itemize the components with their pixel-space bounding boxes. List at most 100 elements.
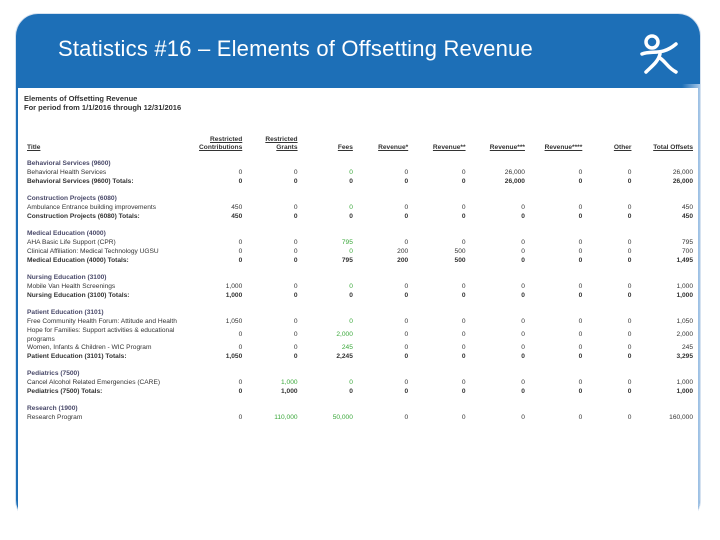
row-value: 500 — [454, 248, 466, 256]
row-value: 0 — [461, 213, 466, 221]
table-row: Behavioral Health Services 0 0 0 0 0 26,000 0 0 2… — [24, 169, 696, 178]
row-value: 0 — [521, 318, 525, 326]
row-value: 0 — [238, 388, 243, 396]
row-value: 0 — [521, 414, 525, 422]
row-label: Clinical Affiliation: Medical Technology… — [27, 248, 159, 256]
row-value: 0 — [461, 353, 466, 361]
row-value: 0 — [521, 379, 525, 387]
row-value: 0 — [521, 292, 525, 300]
row-value: 0 — [293, 353, 298, 361]
row-value: 245 — [681, 344, 693, 352]
row-label: Mobile Van Health Screenings — [27, 283, 116, 291]
row-value: 245 — [341, 344, 353, 352]
table-row: Women, Infants & Children - WIC Program 0… — [24, 344, 696, 353]
row-value: 0 — [521, 257, 525, 265]
table-row: Cancel Alcohol Related Emergencies (CARE… — [24, 379, 696, 388]
row-value: 0 — [238, 169, 243, 177]
column-header: Revenue**** — [544, 144, 583, 151]
row-value: 0 — [238, 248, 243, 256]
stylized-figure-logo-icon — [640, 34, 678, 74]
row-value: 0 — [293, 239, 298, 247]
row-value: 0 — [293, 178, 298, 186]
category-row: Nursing Education (3100) — [24, 268, 696, 283]
row-value: 1,000 — [676, 292, 693, 300]
row-value: 0 — [627, 353, 632, 361]
row-value: 0 — [578, 239, 583, 247]
column-header: Fees — [337, 144, 353, 151]
row-value: 0 — [578, 388, 583, 396]
category-label: Behavioral Services (9600) — [27, 160, 111, 168]
row-value: 0 — [627, 379, 632, 387]
row-value: 0 — [627, 388, 632, 396]
category-row: Behavioral Services (9600) — [24, 154, 696, 169]
row-value: 0 — [293, 204, 298, 212]
row-value: 0 — [238, 379, 243, 387]
row-value: 0 — [293, 283, 298, 291]
row-value: 0 — [521, 353, 525, 361]
row-value: 2,000 — [336, 331, 353, 339]
row-value: 0 — [238, 178, 243, 186]
category-row: Medical Education (4000) — [24, 224, 696, 239]
row-value: 0 — [578, 213, 583, 221]
category-row: Pediatrics (7500) — [24, 364, 696, 379]
row-value: 0 — [578, 353, 583, 361]
row-value: 1,000 — [676, 379, 693, 387]
row-value: 0 — [238, 414, 243, 422]
row-value: 0 — [578, 379, 583, 387]
row-value: 795 — [681, 239, 693, 247]
row-value: 3,295 — [676, 353, 693, 361]
row-label: AHA Basic Life Support (CPR) — [27, 239, 116, 247]
report-period: For period from 1/1/2016 through 12/31/2… — [24, 103, 182, 112]
row-value: 0 — [461, 239, 466, 247]
row-value: 1,050 — [225, 318, 243, 326]
table-row: Research Program 0 110,000 50,000 0 0 0 0 0 160,0… — [24, 414, 696, 423]
row-label: Construction Projects (6080) Totals: — [27, 213, 140, 221]
row-value: 1,495 — [676, 257, 693, 265]
total-row: Pediatrics (7500) Totals: 0 1,000 0 0 0 0 0 0 1,0… — [24, 388, 696, 399]
row-value: 0 — [627, 283, 632, 291]
row-label: Behavioral Services (9600) Totals: — [27, 178, 134, 186]
table-body: Behavioral Services (9600) Behavioral Hea… — [24, 154, 696, 423]
row-value: 0 — [461, 388, 466, 396]
total-row: Construction Projects (6080) Totals: 450 0… — [24, 213, 696, 224]
row-value: 0 — [578, 204, 583, 212]
column-header: Restricted Contributions — [199, 136, 243, 151]
row-value: 795 — [341, 239, 353, 247]
table-row: Free Community Health Forum: Attitude an… — [24, 318, 696, 327]
row-value: 450 — [681, 204, 693, 212]
row-value: 0 — [578, 344, 583, 352]
row-value: 0 — [349, 213, 353, 221]
table-row: Clinical Affiliation: Medical Technology… — [24, 248, 696, 257]
row-value: 0 — [627, 213, 632, 221]
row-value: 0 — [578, 257, 583, 265]
column-header: Title — [27, 144, 41, 151]
row-value: 0 — [349, 248, 353, 256]
total-row: Nursing Education (3100) Totals: 1,000 0 0 0… — [24, 292, 696, 303]
category-row: Construction Projects (6080) — [24, 189, 696, 204]
row-value: 450 — [231, 204, 243, 212]
row-value: 500 — [454, 257, 466, 265]
column-header: Other — [613, 144, 632, 151]
row-value: 795 — [341, 257, 353, 265]
row-value: 0 — [578, 414, 583, 422]
row-value: 0 — [521, 344, 525, 352]
row-label: Nursing Education (3100) Totals: — [27, 292, 130, 300]
column-header: Restricted Grants — [265, 136, 298, 151]
row-value: 0 — [461, 379, 466, 387]
row-value: 0 — [627, 344, 632, 352]
row-value: 160,000 — [669, 414, 693, 422]
row-label: Ambulance Entrance building improvements — [27, 204, 157, 212]
row-value: 0 — [404, 239, 409, 247]
row-value: 0 — [627, 318, 632, 326]
row-value: 0 — [627, 414, 632, 422]
row-value: 0 — [404, 344, 409, 352]
row-value: 0 — [461, 344, 466, 352]
row-value: 50,000 — [332, 414, 353, 422]
table-header-row: Title Restricted Contributions Restricted … — [24, 136, 696, 154]
row-value: 0 — [578, 292, 583, 300]
category-label: Construction Projects (6080) — [27, 195, 117, 203]
table-row: AHA Basic Life Support (CPR) 0 0 795 0 0 0 0 0 79… — [24, 239, 696, 248]
row-value: 0 — [404, 178, 409, 186]
row-value: 0 — [293, 318, 298, 326]
category-label: Nursing Education (3100) — [27, 274, 107, 282]
